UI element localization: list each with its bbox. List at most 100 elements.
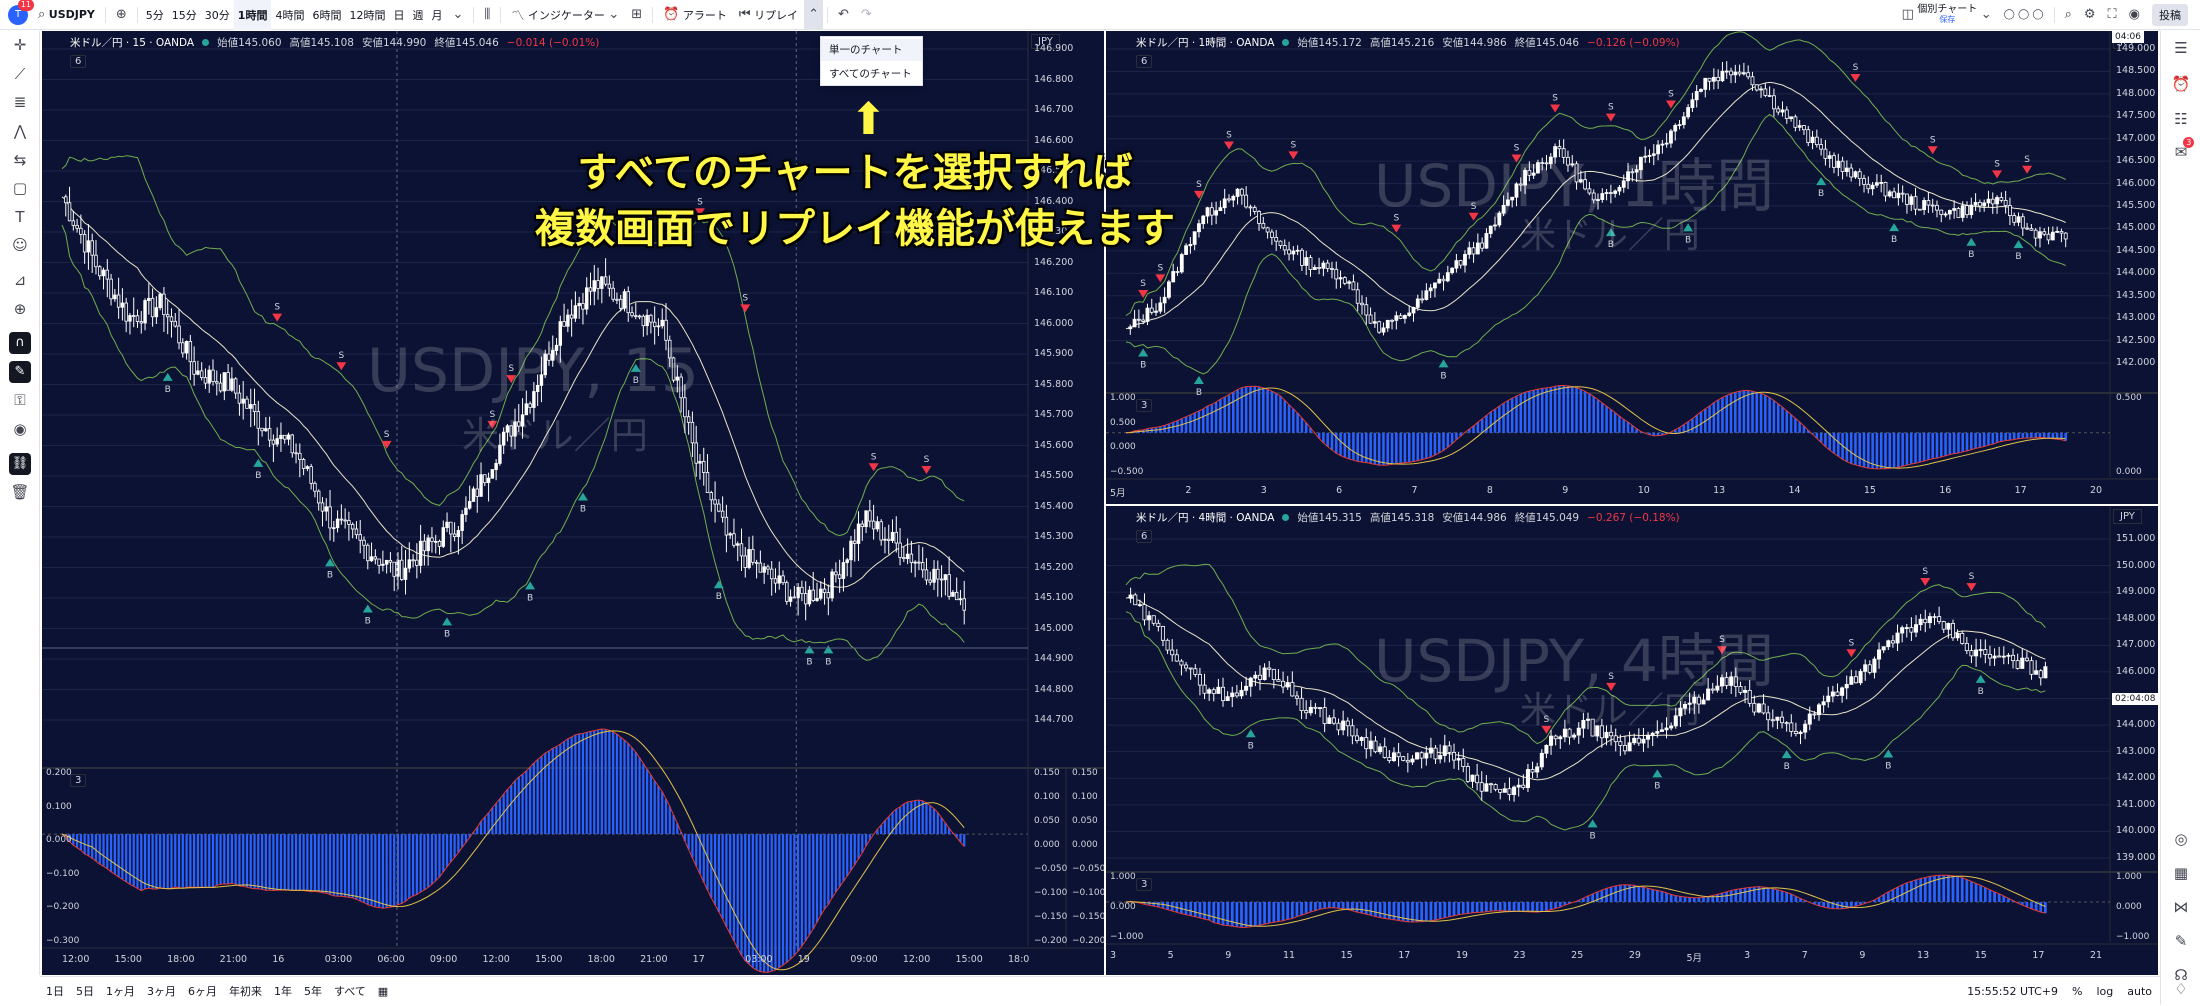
scale-auto[interactable]: auto [2127,985,2152,998]
range-8[interactable]: すべて [334,985,366,998]
indicator-toggle[interactable]: 6 [1136,55,1153,68]
scale-percent[interactable]: % [2072,985,2083,998]
chart-canvas[interactable]: S S S S S S S S S S B B B B B B B B B B B [42,31,1104,975]
publish-button[interactable]: 投稿 [2146,0,2194,30]
indicator-toggle[interactable]: 6 [70,55,87,68]
tool-lock-draw[interactable]: ✎ [0,358,40,387]
currency-selector[interactable]: JPY [1031,34,1060,49]
currency-selector[interactable]: JPY [2113,509,2142,524]
chart-canvas[interactable]: S S S S S S S S S S S S S S S B B B B B B B B B [1106,31,2158,504]
interval-2[interactable]: 30分 [204,8,230,22]
pine-button[interactable]: ⋈ [2161,894,2200,920]
interval-3[interactable]: 1時間 [233,0,272,30]
stream-button[interactable]: ☊ [2161,962,2200,988]
interval-4[interactable]: 4時間 [275,8,305,22]
chart-1h[interactable]: S S S S S S S S S S S S S S S B B B B B B B B B 米ドル／円 · 1時間 · OA… [1106,31,2158,504]
tool-pattern[interactable]: ⋀ [0,117,40,146]
settings-button[interactable]: ⚙ [2078,0,2102,30]
price-tick: 146.500 [1034,165,1074,176]
chart-4h[interactable]: S S S S S S B B B B B B 米ドル／円 · 4時間 · OANDA 始値145.315… [1106,506,2158,975]
tool-link[interactable]: ⛓ [0,449,40,478]
chart-15m[interactable]: S S S S S S S S S S B B B B B B B B B B B 米ドル／円 · 15 · OANDA 始… [42,31,1104,975]
oscillator-toggle[interactable]: 3 [1136,878,1153,891]
snapshot-button[interactable]: ◉ [2123,0,2146,30]
alert-label: アラート [682,8,727,22]
interval-9[interactable]: 月 [431,8,443,22]
scale-log[interactable]: log [2096,985,2114,998]
eye-icon: ◉ [13,420,27,439]
tool-forecast[interactable]: ⇆ [0,145,40,174]
interval-0[interactable]: 5分 [145,8,164,22]
time-tick: 17 [692,954,705,965]
replay-dropdown[interactable]: ⌃ [804,0,823,30]
price-tick: 146.100 [1034,287,1074,298]
ohlc-h-value: 145.108 [310,37,354,49]
tool-eye[interactable]: ◉ [0,415,40,444]
tool-trendline[interactable]: ⟋ [0,60,40,89]
replay-icon: ⏮ [738,7,751,22]
oscillator-toggle[interactable]: 3 [70,774,87,787]
tool-trash[interactable]: 🗑 [0,478,40,507]
indicators-button[interactable]: 〽 インジケーター ⌄ [505,0,625,30]
tool-emoji[interactable]: ☺ [0,231,40,260]
range-4[interactable]: 6ヶ月 [188,985,217,998]
date-range-button[interactable]: ▦ [372,985,394,998]
replay-button[interactable]: ⏮ リプレイ [733,0,804,30]
menu-item-all-charts[interactable]: すべてのチャート [829,68,912,80]
svg-text:B: B [1784,762,1790,772]
chats-button[interactable]: ✉ 3 [2161,137,2200,165]
candles-icon: ⫼ [484,7,491,22]
range-3[interactable]: 3ヶ月 [147,985,176,998]
oscillator-toggle[interactable]: 3 [1136,399,1153,412]
tool-fib[interactable]: ≣ [0,88,40,117]
undo-button[interactable]: ↶ [832,0,855,30]
macd-oscillator [42,728,1028,973]
range-1[interactable]: 5日 [76,985,94,998]
symbol-search[interactable]: ⌕ USDJPY [32,0,101,30]
range-2[interactable]: 1ヶ月 [106,985,135,998]
avatar[interactable]: T 11 [0,0,34,30]
ohlc-o-value: 145.315 [1318,512,1362,524]
chart-canvas[interactable]: S S S S S S B B B B B B [1106,506,2158,975]
range-6[interactable]: 1年 [274,985,292,998]
templates-button[interactable]: ⊞ [625,0,648,30]
tool-zoom-in[interactable]: ⊕ [0,294,40,323]
range-5[interactable]: 年初来 [229,985,262,998]
svg-text:S: S [1544,715,1550,725]
calendar-button[interactable]: ▦ [2161,860,2200,886]
alerts-button[interactable]: ⏰ [2161,71,2200,97]
interval-dropdown[interactable]: ⌄ [446,0,469,30]
chart-type-button[interactable]: ⫼ [478,0,496,30]
tool-magnet[interactable]: ∩ [0,329,40,358]
tool-lock[interactable]: ⚿ [0,386,40,415]
compare-button[interactable]: ⊕ [110,0,133,30]
tools-button[interactable]: ✎ [2161,928,2200,954]
ideas-button[interactable]: ◎ [2161,826,2200,852]
tool-crosshair[interactable]: ✛ [0,31,40,60]
interval-8[interactable]: 週 [412,8,424,22]
interval-5[interactable]: 6時間 [312,8,342,22]
redo-button[interactable]: ↷ [855,0,878,30]
layout-button[interactable]: ◫ 個別チャート 保存 ⌄ [1896,0,1998,30]
data-window-button[interactable]: ☷ [2161,106,2200,132]
price-tick: 144.900 [1034,653,1074,664]
interval-6[interactable]: 12時間 [349,8,386,22]
range-7[interactable]: 5年 [304,985,322,998]
help-button[interactable]: ♢ [2161,976,2200,1002]
watchlist-button[interactable]: ☰ [2161,35,2200,61]
clock[interactable]: 15:55:52 UTC+9 [1967,985,2058,998]
interval-7[interactable]: 日 [393,8,405,22]
tool-text[interactable]: T [0,203,40,232]
zoom-button[interactable]: ⌕ [2059,0,2078,30]
interval-1[interactable]: 15分 [171,8,197,22]
signals: S S S S S S B B B B B B [1245,567,1986,841]
alert-button[interactable]: ⏰ アラート [657,0,733,30]
indicator-toggle[interactable]: 6 [1136,530,1153,543]
quick-search[interactable]: ◯ ◯ ◯ [1998,0,2050,30]
range-0[interactable]: 1日 [46,985,64,998]
ohlc-h-label: 高値 [289,37,311,49]
tool-ruler[interactable]: ⊿ [0,266,40,295]
tool-shapes[interactable]: ▢ [0,174,40,203]
menu-item-single-chart[interactable]: 単一のチャート [821,39,922,61]
fullscreen-button[interactable]: ⛶ [2102,0,2123,30]
